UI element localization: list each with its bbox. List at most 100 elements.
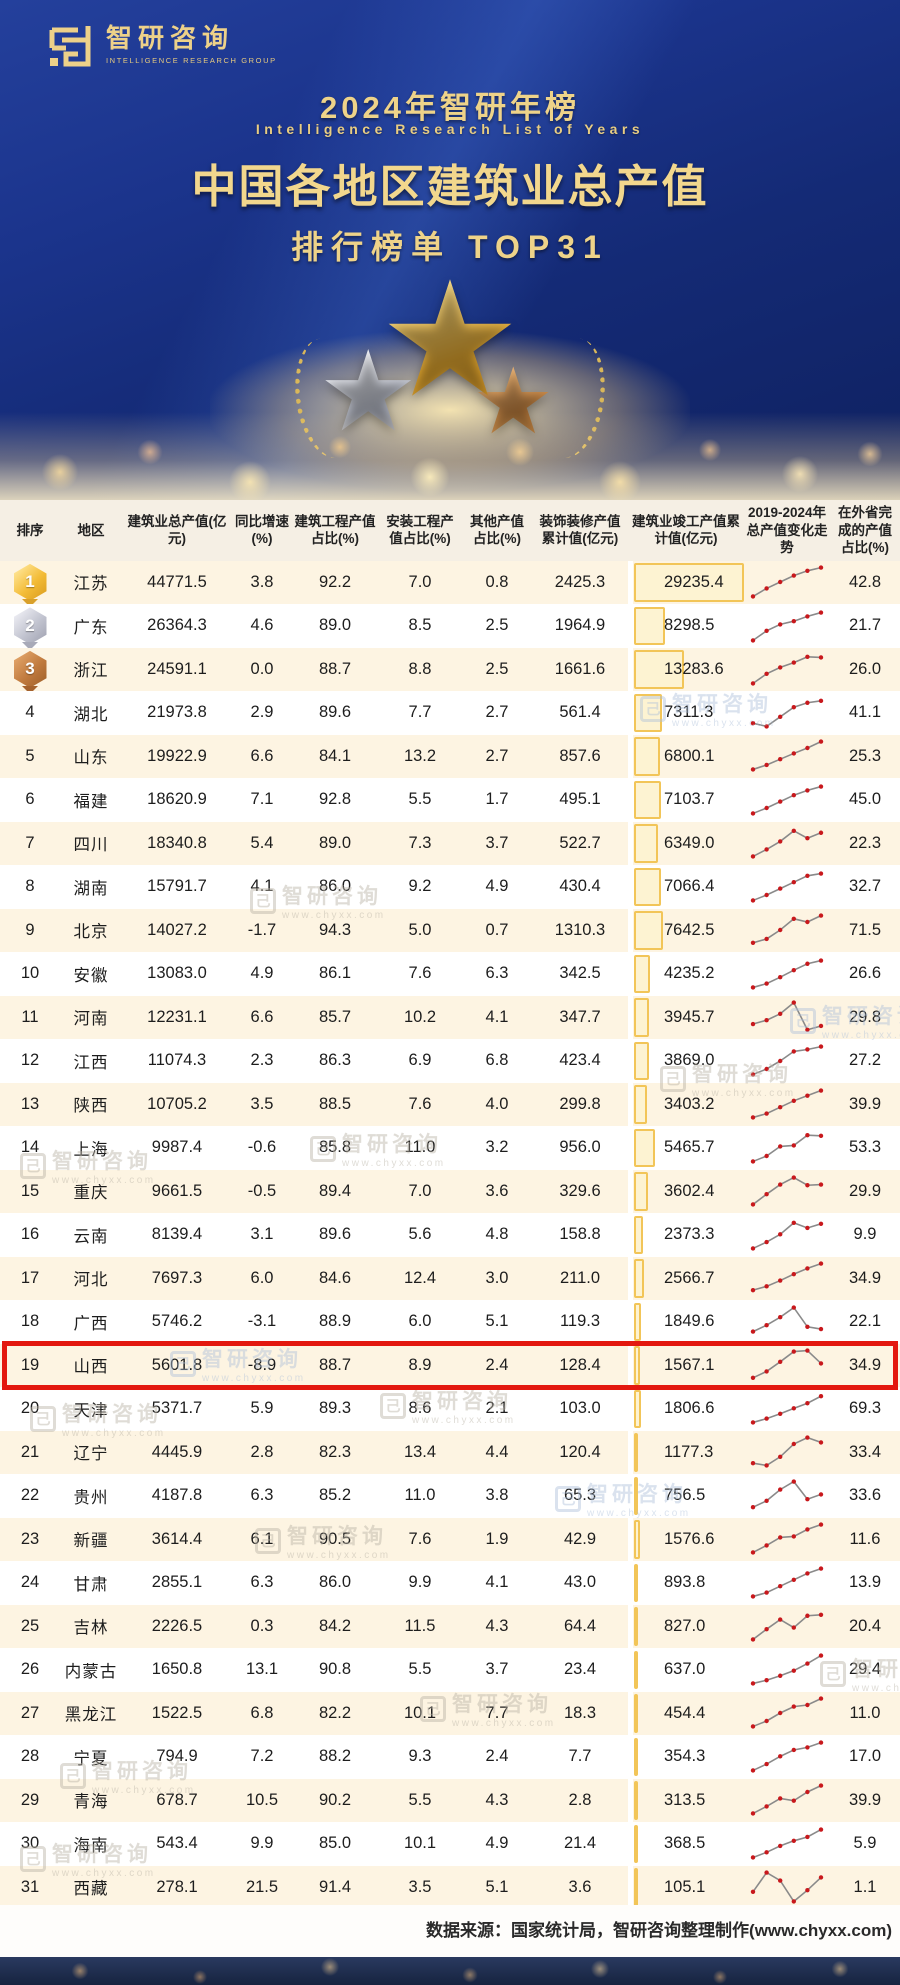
out-province-pct-cell: 1.1 (853, 1877, 877, 1896)
completion-cell: 1567.1 (628, 1343, 744, 1388)
table-row: 10 安徽 13083.0 4.9 86.1 7.6 6.3 342.5 423… (0, 952, 900, 996)
total-output-cell: 9661.5 (151, 1181, 203, 1200)
out-province-pct-cell: 13.9 (848, 1573, 882, 1592)
construction-pct-cell: 86.3 (318, 1051, 352, 1070)
region-cell: 云南 (73, 1227, 109, 1246)
total-output-cell: 21973.8 (147, 703, 207, 722)
table-row: 26 内蒙古 1650.8 13.1 90.8 5.5 3.7 23.4 637… (0, 1648, 900, 1692)
trend-sparkline (744, 1563, 830, 1603)
yoy-growth-cell: 5.4 (250, 833, 274, 852)
completion-value: 5465.7 (664, 1138, 715, 1157)
total-output-cell: 26364.3 (147, 616, 207, 635)
rank-cell: 27 (20, 1703, 40, 1722)
rank-cell: 30 (20, 1834, 40, 1853)
trend-sparkline (744, 1650, 830, 1690)
rank-cell: 20 (20, 1399, 40, 1418)
install-pct-cell: 13.2 (403, 746, 437, 765)
other-pct-cell: 3.6 (485, 1181, 509, 1200)
yoy-growth-cell: 6.3 (250, 1573, 274, 1592)
install-pct-cell: 11.0 (404, 1486, 436, 1505)
completion-cell: 3945.7 (628, 995, 744, 1040)
rank-cell: 4 (25, 703, 35, 722)
decoration-cell: 423.4 (559, 1051, 601, 1070)
decoration-cell: 522.7 (559, 833, 601, 852)
completion-bar (634, 1389, 641, 1429)
install-pct-cell: 7.3 (408, 833, 432, 852)
other-pct-cell: 2.4 (485, 1355, 509, 1374)
decoration-cell: 3.6 (568, 1877, 592, 1896)
region-cell: 陕西 (73, 1097, 109, 1116)
out-province-pct-cell: 29.8 (848, 1007, 882, 1026)
yoy-growth-cell: 0.3 (250, 1616, 274, 1635)
region-cell: 山西 (73, 1358, 109, 1377)
completion-value: 7311.3 (664, 703, 714, 722)
other-pct-cell: 1.7 (485, 790, 509, 809)
rank-cell: 1 (0, 563, 60, 601)
region-cell: 安徽 (73, 966, 109, 985)
region-cell: 河南 (73, 1010, 109, 1029)
total-output-cell: 3614.4 (151, 1529, 203, 1548)
completion-bar (634, 1259, 644, 1298)
other-pct-cell: 3.7 (485, 833, 509, 852)
construction-pct-cell: 89.0 (318, 833, 352, 852)
completion-cell: 7066.4 (628, 865, 744, 909)
out-province-pct-cell: 53.3 (848, 1138, 882, 1157)
completion-cell: 7642.5 (628, 908, 744, 953)
completion-value: 29235.4 (664, 572, 724, 591)
install-pct-cell: 10.1 (403, 1703, 437, 1722)
table-row: 23 新疆 3614.4 6.1 90.5 7.6 1.9 42.9 1576.… (0, 1517, 900, 1562)
table-row: 18 广西 5746.2 -3.1 88.9 6.0 5.1 119.3 184… (0, 1300, 900, 1344)
rank-cell: 25 (20, 1616, 40, 1635)
decoration-cell: 561.4 (559, 703, 601, 722)
install-pct-cell: 6.9 (408, 1051, 432, 1070)
construction-pct-cell: 88.7 (318, 659, 352, 678)
rank-cell: 7 (25, 833, 35, 852)
completion-cell: 3602.4 (628, 1169, 744, 1214)
yoy-growth-cell: 2.3 (250, 1051, 274, 1070)
other-pct-cell: 3.7 (485, 1660, 509, 1679)
decoration-cell: 128.4 (559, 1355, 601, 1374)
completion-bar (634, 606, 666, 646)
decoration-cell: 430.4 (559, 877, 601, 896)
out-province-pct-cell: 11.0 (849, 1703, 881, 1722)
decoration-cell: 299.8 (559, 1094, 601, 1113)
other-pct-cell: 4.3 (485, 1616, 509, 1635)
region-cell: 内蒙古 (64, 1662, 118, 1681)
trend-sparkline (744, 1041, 830, 1081)
trend-sparkline (744, 1476, 830, 1516)
trend-sparkline (744, 823, 830, 863)
total-output-cell: 9987.4 (151, 1138, 203, 1157)
table-row: 19 山西 5601.8 -8.9 88.7 8.9 2.4 128.4 156… (0, 1340, 900, 1390)
col-header-out-province: 在外省完成的产值占比(%) (838, 505, 892, 556)
trend-sparkline (744, 910, 830, 950)
construction-pct-cell: 84.6 (318, 1268, 352, 1287)
total-output-cell: 678.7 (156, 1790, 198, 1809)
construction-pct-cell: 88.9 (318, 1312, 352, 1331)
total-output-cell: 5601.8 (151, 1355, 203, 1374)
yoy-growth-cell: 6.6 (250, 746, 274, 765)
table-row: 31 西藏 278.1 21.5 91.4 3.5 5.1 3.6 105.1 … (0, 1865, 900, 1910)
construction-pct-cell: 85.7 (318, 1007, 352, 1026)
total-output-cell: 4187.8 (151, 1486, 203, 1505)
rank-cell: 28 (20, 1747, 40, 1766)
out-province-pct-cell: 26.0 (848, 659, 882, 678)
region-cell: 河北 (73, 1271, 109, 1290)
completion-bar (634, 650, 684, 689)
completion-bar (634, 1128, 655, 1168)
completion-value: 454.4 (664, 1703, 706, 1722)
decoration-cell: 7.7 (568, 1747, 592, 1766)
yoy-growth-cell: 3.5 (250, 1094, 274, 1113)
region-cell: 江苏 (73, 575, 109, 594)
completion-bar (634, 1520, 640, 1559)
construction-pct-cell: 84.2 (318, 1616, 352, 1635)
completion-bar (634, 1085, 647, 1124)
install-pct-cell: 6.0 (408, 1312, 432, 1331)
completion-cell: 893.8 (628, 1561, 744, 1605)
region-cell: 湖北 (73, 705, 109, 724)
construction-pct-cell: 89.3 (318, 1399, 352, 1418)
table-row: 6 福建 18620.9 7.1 92.8 5.5 1.7 495.1 7103… (0, 778, 900, 822)
install-pct-cell: 7.7 (408, 703, 432, 722)
out-province-pct-cell: 21.7 (848, 616, 882, 635)
other-pct-cell: 4.3 (485, 1790, 509, 1809)
table-header-row: 排序 地区 建筑业总产值(亿元) 同比增速(%) 建筑工程产值占比(%) 安装工… (0, 500, 900, 561)
